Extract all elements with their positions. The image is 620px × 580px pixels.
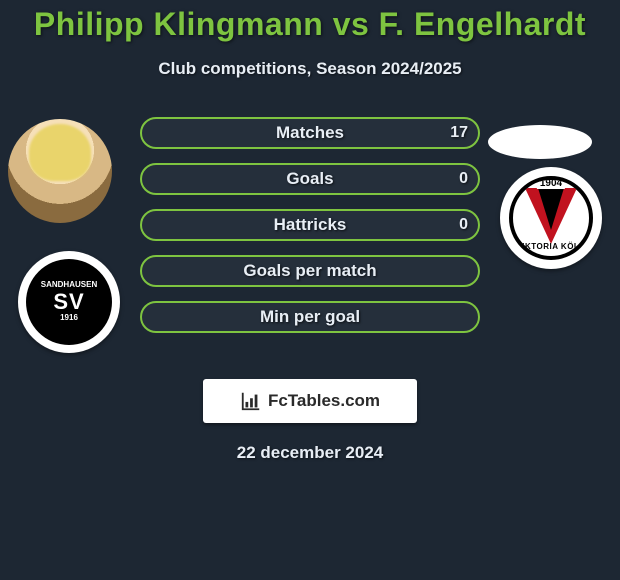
subtitle: Club competitions, Season 2024/2025 [0,59,620,79]
stat-bar: Min per goal [140,301,480,333]
stat-label: Goals [286,169,333,189]
stat-label: Goals per match [243,261,376,281]
stat-label: Matches [276,123,344,143]
left-badge-year: 1916 [60,314,78,323]
stat-bars: Matches 17 Goals 0 Hattricks 0 Goals per match… [140,117,480,333]
page-title: Philipp Klingmann vs F. Engelhardt [0,0,620,43]
club-badge-right: 1904 VIKTORIA KÖLN [500,167,602,269]
brand-text: FcTables.com [268,391,380,411]
stat-bar: Goals 0 [140,163,480,195]
stat-label: Hattricks [274,215,347,235]
chart-icon [240,390,262,412]
stat-value-right: 0 [459,170,468,188]
stat-label: Min per goal [260,307,360,327]
stat-value-right: 17 [450,124,468,142]
date-label: 22 december 2024 [0,443,620,463]
right-badge-text: VIKTORIA KÖLN [513,242,589,251]
stat-bar: Hattricks 0 [140,209,480,241]
stat-value-right: 0 [459,216,468,234]
player-left-avatar [8,119,112,223]
left-badge-mid: SV [53,290,84,314]
club-badge-left: SANDHAUSEN SV 1916 [18,251,120,353]
comparison-grid: SANDHAUSEN SV 1916 1904 VIKTORIA KÖLN Ma… [0,109,620,369]
stat-bar: Goals per match [140,255,480,287]
player-right-avatar [488,125,592,159]
right-badge-year: 1904 [537,178,565,189]
stat-bar: Matches 17 [140,117,480,149]
brand-link[interactable]: FcTables.com [203,379,417,423]
